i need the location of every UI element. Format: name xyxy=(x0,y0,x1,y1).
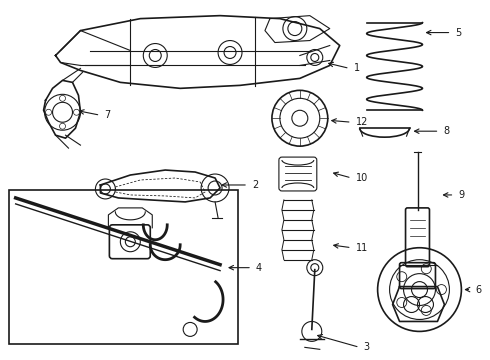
Text: 2: 2 xyxy=(252,180,258,190)
Text: 7: 7 xyxy=(104,110,111,120)
Text: 6: 6 xyxy=(475,284,482,294)
Text: 1: 1 xyxy=(354,63,360,73)
Bar xyxy=(9,190,238,345)
Text: 11: 11 xyxy=(356,243,368,253)
Text: 12: 12 xyxy=(356,117,368,127)
Text: 5: 5 xyxy=(455,28,462,37)
Text: 8: 8 xyxy=(443,126,449,136)
Text: 10: 10 xyxy=(356,173,368,183)
Text: 9: 9 xyxy=(458,190,465,200)
Text: 4: 4 xyxy=(256,263,262,273)
Text: 3: 3 xyxy=(364,342,370,352)
